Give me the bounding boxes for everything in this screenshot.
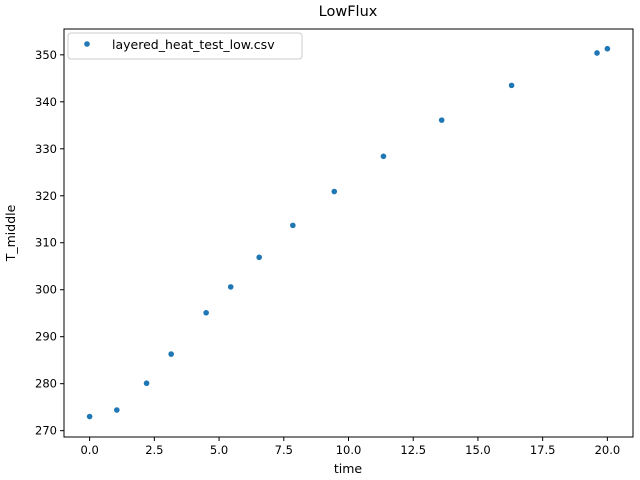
x-axis-label: time xyxy=(334,461,363,476)
legend: layered_heat_test_low.csv xyxy=(67,32,303,60)
data-point xyxy=(227,284,234,290)
data-point xyxy=(256,254,262,261)
axis-ticks: 0.0 2.5 5.0 7.5 10.0 12.5 15.0 17.5 20.0 270 280 29… xyxy=(35,48,620,457)
x-tick-label: 5.0 xyxy=(210,443,228,457)
data-point xyxy=(114,407,120,413)
x-tick-label: 17.5 xyxy=(530,443,556,457)
y-tick-label: 340 xyxy=(35,95,57,109)
data-point xyxy=(86,413,93,420)
data-point xyxy=(380,153,387,160)
plot-marks xyxy=(86,45,611,420)
legend-label: layered_heat_test_low.csv xyxy=(112,37,275,52)
x-tick-label: 15.0 xyxy=(465,443,491,457)
x-tick-label: 10.0 xyxy=(336,443,362,457)
y-tick-label: 320 xyxy=(35,189,57,203)
data-point xyxy=(331,188,338,195)
y-tick-label: 350 xyxy=(35,48,57,62)
y-tick-label: 280 xyxy=(35,377,57,391)
y-tick-label: 300 xyxy=(35,283,57,297)
y-tick-label: 310 xyxy=(35,236,57,250)
x-tick-label: 12.5 xyxy=(400,443,426,457)
data-point xyxy=(604,45,611,52)
data-point xyxy=(168,351,174,357)
data-point xyxy=(594,50,600,56)
axes-frame xyxy=(63,28,634,438)
legend-marker-icon xyxy=(84,41,90,47)
x-tick-label: 2.5 xyxy=(145,443,163,457)
data-point xyxy=(438,117,445,123)
x-tick-label: 0.0 xyxy=(80,443,98,457)
y-axis-label: T_middle xyxy=(3,204,18,262)
data-point xyxy=(143,380,150,387)
chart-title: LowFlux xyxy=(319,4,378,20)
legend-box xyxy=(67,32,303,60)
data-point xyxy=(203,309,209,316)
data-point xyxy=(290,222,296,229)
x-tick-label: 7.5 xyxy=(275,443,293,457)
y-tick-label: 330 xyxy=(35,142,57,156)
data-point xyxy=(508,82,515,89)
x-tick-label: 20.0 xyxy=(595,443,621,457)
y-tick-label: 290 xyxy=(35,330,57,344)
y-tick-label: 270 xyxy=(35,424,57,438)
